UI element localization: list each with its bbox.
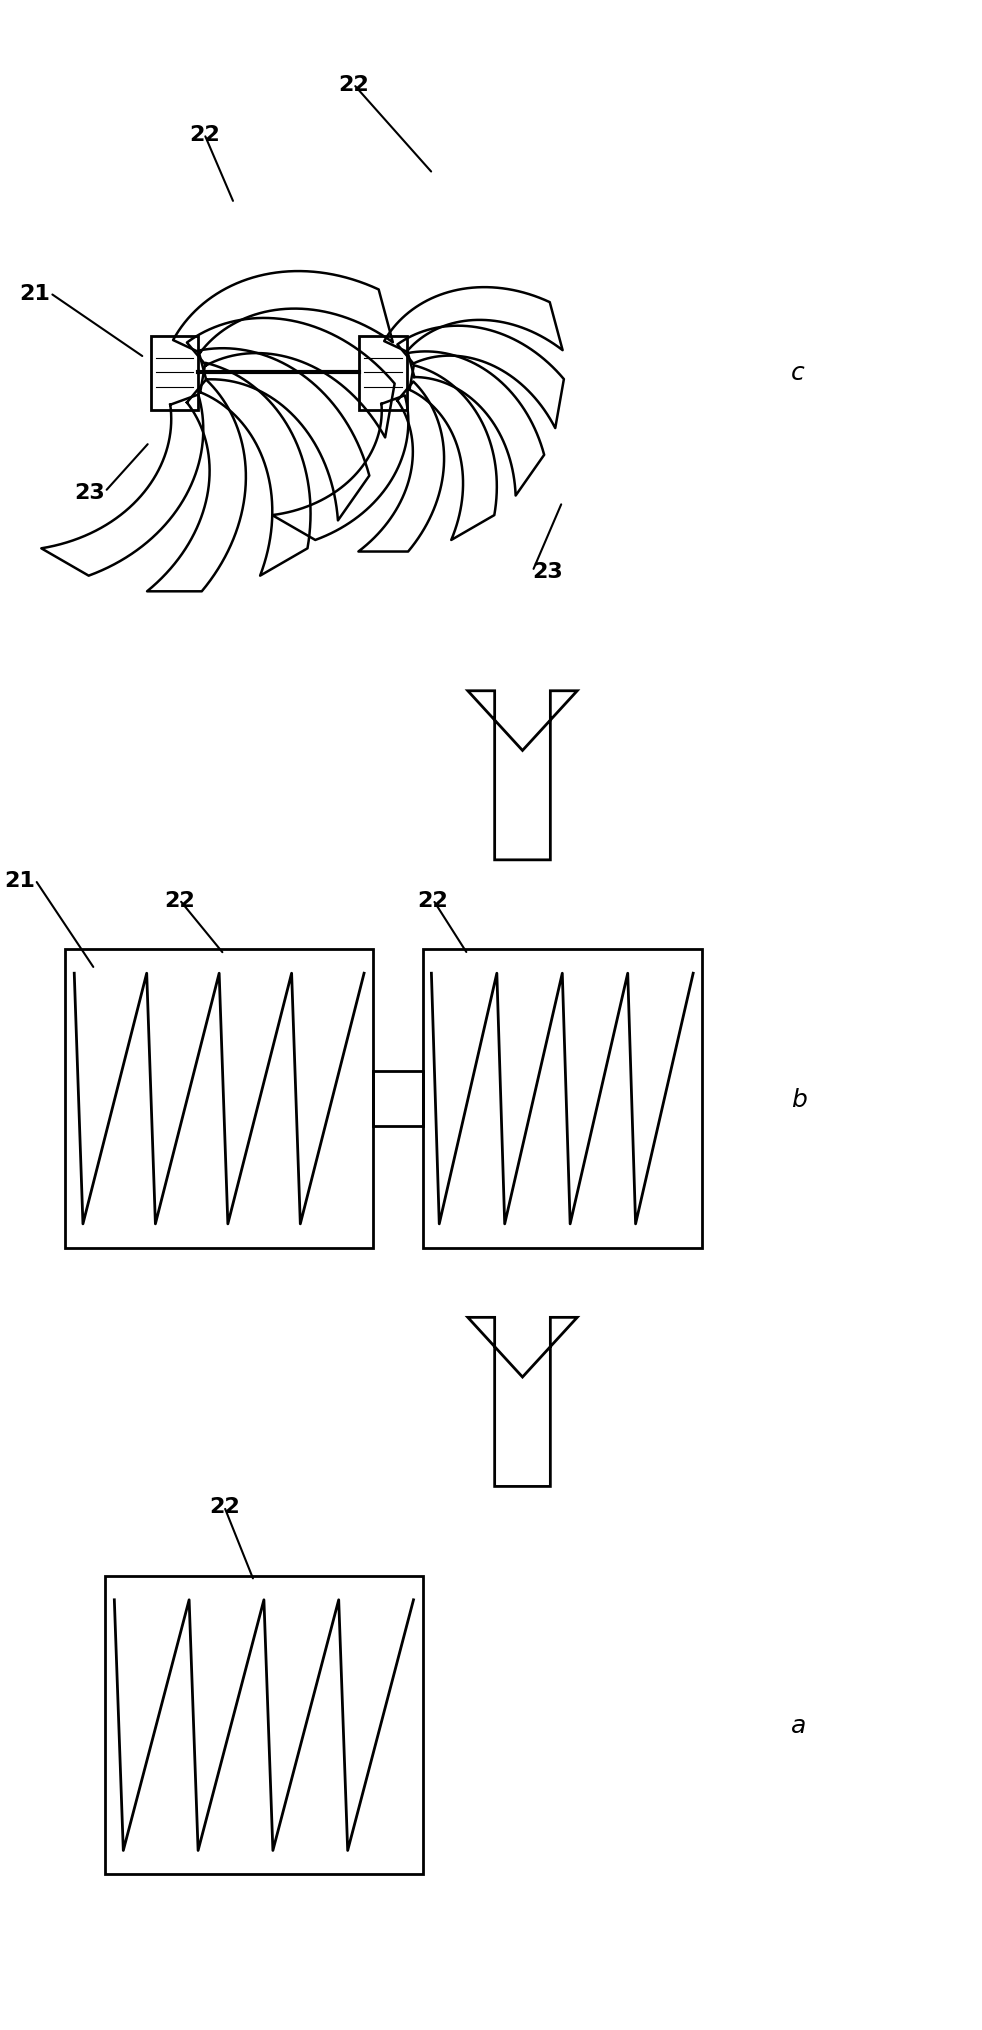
Bar: [65, 950, 373, 1248]
Text: 22: 22: [209, 1496, 240, 1516]
Polygon shape: [467, 692, 577, 861]
Text: b: b: [791, 1086, 807, 1110]
Polygon shape: [467, 1317, 577, 1486]
Text: c: c: [791, 361, 805, 386]
Text: 23: 23: [74, 483, 105, 503]
Bar: [359, 337, 408, 412]
Bar: [423, 950, 701, 1248]
Bar: [150, 337, 198, 412]
Bar: [373, 1072, 423, 1127]
Text: 22: 22: [189, 124, 220, 144]
Text: 22: 22: [417, 891, 449, 909]
Text: a: a: [791, 1713, 806, 1738]
Text: 21: 21: [20, 284, 50, 304]
Bar: [105, 1575, 423, 1874]
Text: 23: 23: [532, 562, 564, 583]
Text: 22: 22: [164, 891, 194, 909]
Text: 21: 21: [4, 871, 35, 891]
Text: 22: 22: [338, 75, 369, 95]
